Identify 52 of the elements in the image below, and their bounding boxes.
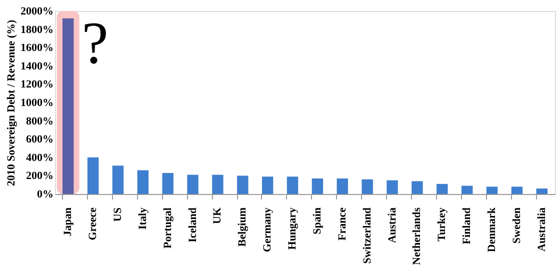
- y-tick-label: 200%: [26, 170, 54, 182]
- y-tick-label: 1400%: [20, 60, 54, 72]
- x-tick-label: Netherlands: [411, 206, 424, 265]
- bar: [187, 174, 198, 194]
- x-tick-label: US: [112, 208, 124, 222]
- annotation: ?: [82, 10, 108, 76]
- bar: [286, 176, 298, 194]
- bar: [262, 176, 274, 194]
- bar: [87, 157, 99, 194]
- y-tick-label: 1200%: [20, 78, 54, 91]
- x-tick-label: Spain: [311, 208, 324, 234]
- bar: [212, 174, 224, 194]
- y-tick-label: 1000%: [20, 97, 54, 109]
- y-tick-label: 1800%: [20, 24, 54, 36]
- x-tick-label: Denmark: [486, 206, 498, 252]
- x-tick-label: Finland: [461, 208, 474, 244]
- bar: [162, 172, 174, 194]
- x-tick-label: Greece: [87, 207, 100, 240]
- y-tick-label: 800%: [26, 115, 54, 128]
- bar: [436, 184, 448, 194]
- x-tick-label: Australia: [536, 207, 548, 252]
- bar: [461, 186, 473, 194]
- x-tick-label: Belgium: [236, 208, 249, 247]
- x-tick-label: Hungary: [286, 207, 299, 250]
- x-tick-label: Japan: [62, 208, 74, 236]
- x-tick-label: Turkey: [436, 207, 448, 242]
- x-tick-label: Portugal: [162, 208, 174, 248]
- x-tick-label: France: [336, 207, 348, 240]
- y-tick-label: 1600%: [20, 42, 54, 54]
- x-tick-label: Sweden: [510, 208, 523, 244]
- y-tick-label: 0%: [37, 188, 54, 200]
- x-tick-label: Austria: [386, 207, 398, 243]
- bar: [237, 176, 248, 194]
- y-tick-label: 600%: [26, 134, 54, 146]
- x-tick-label: Italy: [136, 207, 149, 230]
- bar: [362, 179, 373, 194]
- bar: [137, 170, 149, 194]
- x-tick-label: Iceland: [186, 208, 199, 242]
- bar: [536, 188, 548, 194]
- y-tick-label: 400%: [26, 152, 54, 164]
- x-tick-label: UK: [212, 207, 224, 224]
- bar: [386, 180, 398, 194]
- bar: [312, 178, 324, 194]
- bar: [112, 166, 124, 194]
- bar: [336, 178, 348, 194]
- y-axis-title: 2010 Sovereign Debt / Revenue (%): [6, 20, 18, 186]
- y-tick-label: 2000%: [20, 6, 54, 18]
- x-tick-label: Switzerland: [361, 208, 374, 264]
- bar: [511, 186, 523, 194]
- x-tick-label: Germany: [262, 207, 274, 252]
- bar: [486, 186, 498, 194]
- bar: [412, 181, 423, 194]
